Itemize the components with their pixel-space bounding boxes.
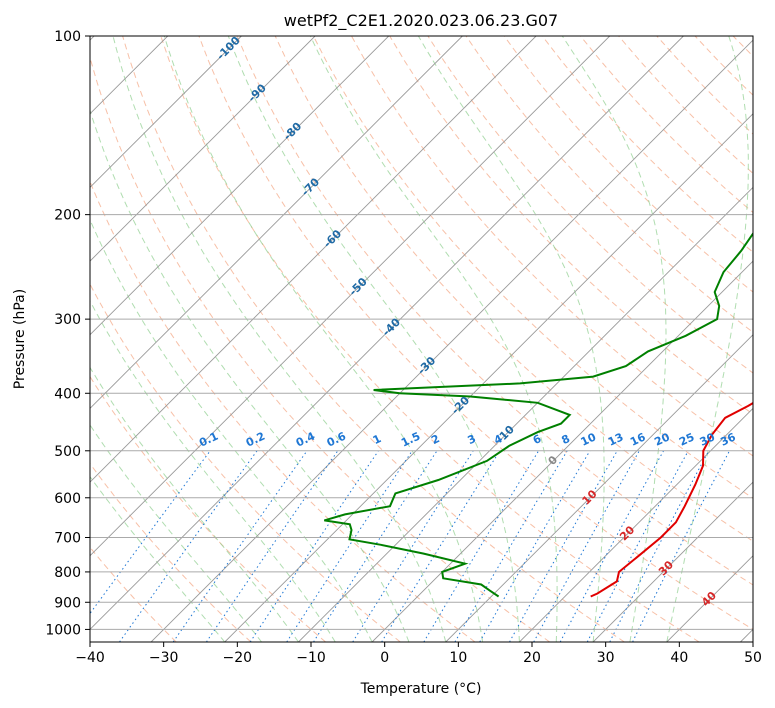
- moist-adiabat: [90, 475, 226, 642]
- isotherm: [90, 36, 684, 631]
- moist-adiabat: [90, 108, 410, 642]
- isotherm: [90, 36, 242, 189]
- mixing-ratio-line: [559, 450, 665, 642]
- sounding-profiles: [324, 231, 753, 598]
- isotherm: [224, 113, 753, 642]
- moist-adiabat: [112, 36, 447, 642]
- dry-adiabat: [198, 36, 753, 630]
- mixing-ratio-line: [313, 450, 438, 642]
- y-axis-title: Pressure (hPa): [12, 289, 28, 389]
- dry-adiabat: [160, 36, 700, 642]
- y-tick-label: 400: [54, 386, 81, 402]
- mixing-ratio-line: [381, 450, 501, 642]
- y-tick-label: 500: [54, 444, 81, 460]
- isotherm: [298, 186, 753, 642]
- plot-frame: [89, 35, 754, 643]
- x-tick-label: 10: [449, 650, 467, 666]
- x-tick-label: 20: [523, 650, 541, 666]
- moist-adiabat: [309, 36, 558, 642]
- mixing-ratio-line: [286, 450, 413, 642]
- x-axis-title: Temperature (°C): [360, 681, 482, 697]
- x-tick-label: 0: [380, 650, 389, 666]
- x-tick-label: −30: [149, 650, 179, 666]
- y-tick-label: 900: [54, 595, 81, 611]
- dry-adiabat: [90, 462, 252, 642]
- dry-adiabat: [771, 36, 775, 642]
- moist-adiabat: [561, 36, 667, 642]
- mixing-ratio-label: 36: [718, 430, 738, 448]
- y-tick-label: 300: [54, 312, 81, 328]
- isotherm: [371, 260, 753, 642]
- isotherm: [150, 39, 753, 642]
- moist-adiabat: [90, 218, 373, 642]
- y-tick-label: 100: [54, 29, 81, 45]
- temperature-line: [590, 401, 753, 598]
- y-tick-label: 700: [54, 531, 81, 547]
- mixing-ratio-label: 16: [628, 430, 648, 448]
- mixing-ratio-line: [352, 450, 474, 642]
- dewpoint-line: [324, 231, 753, 598]
- mixing-ratio-line: [454, 450, 568, 642]
- moist-adiabat: [163, 36, 484, 642]
- dry-adiabat: [122, 36, 625, 642]
- mixing-ratio-line: [249, 450, 379, 642]
- isotherm: [519, 407, 753, 642]
- isotherm: [90, 36, 463, 410]
- y-tick-label: 200: [54, 208, 81, 224]
- dry-adiabat: [503, 36, 753, 293]
- isotherm: [445, 334, 753, 642]
- dry-adiabat: [90, 55, 550, 642]
- x-tick-label: 50: [744, 650, 762, 666]
- moist-adiabat: [90, 424, 262, 642]
- plot-background: [90, 36, 753, 642]
- isotherm: [90, 36, 537, 483]
- x-tick-label: −10: [296, 650, 326, 666]
- mixing-ratio-label: 25: [677, 430, 696, 448]
- mixing-ratio-label: 10: [579, 430, 599, 448]
- mixing-ratio-line: [172, 450, 308, 642]
- pressure-gridlines: [90, 36, 753, 630]
- moist-adiabat: [417, 36, 605, 642]
- x-axis-ticks: −40 −30 −20 −10 0 10 20 30 40 50: [75, 642, 762, 666]
- isotherm: [90, 36, 316, 262]
- mixing-ratio-line: [586, 450, 689, 642]
- x-tick-label: 40: [670, 650, 688, 666]
- mixing-ratio-label: 30: [698, 430, 718, 448]
- x-tick-label: 30: [597, 650, 615, 666]
- moist-adiabat: [666, 36, 749, 642]
- chart-title: wetPf2_C2E1.2020.023.06.23.G07: [284, 11, 558, 31]
- dry-adiabat: [312, 36, 753, 499]
- mixing-ratio-label: 20: [652, 430, 672, 448]
- y-axis-ticks: 100 200 300 400 500 600 700 800 900 1000: [45, 29, 90, 638]
- x-tick-label: −20: [223, 650, 253, 666]
- mixing-ratio-label: 13: [606, 430, 625, 448]
- y-tick-label: 1000: [45, 622, 81, 638]
- mixing-ratio-line: [205, 450, 339, 642]
- mixing-ratio-line: [423, 450, 540, 642]
- isotherm: [90, 36, 390, 336]
- moist-adiabat: [227, 36, 520, 642]
- isotherm: [90, 36, 611, 557]
- y-tick-label: 800: [54, 565, 81, 581]
- background-lines: [90, 36, 775, 642]
- x-tick-label: −40: [75, 650, 105, 666]
- y-tick-label: 600: [54, 491, 81, 507]
- dry-adiabat: [236, 36, 753, 586]
- isotherm: [592, 481, 753, 642]
- dry-adiabat: [274, 36, 753, 542]
- moist-adiabat: [90, 300, 336, 642]
